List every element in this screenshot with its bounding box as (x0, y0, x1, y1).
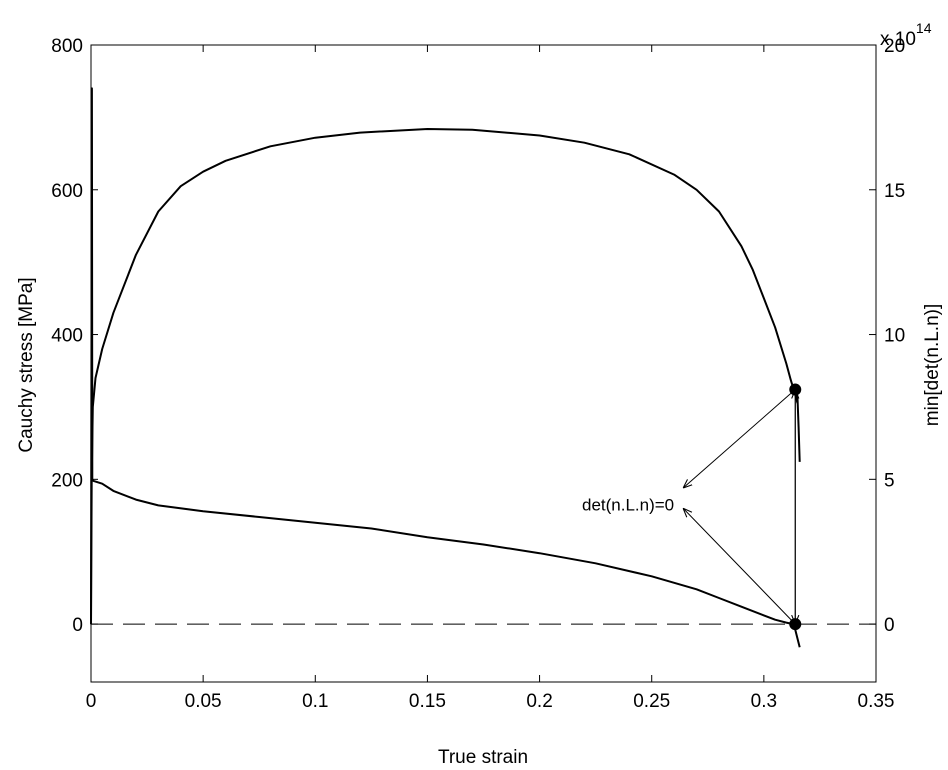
x-tick-label: 0.1 (302, 691, 328, 712)
series-line-1 (90, 128, 799, 625)
x-tick-label: 0 (86, 691, 97, 712)
x-tick-label: 0.3 (751, 691, 777, 712)
annotation-label-1: det(n.L.n)=0 (582, 496, 674, 515)
annotation-arrow-1 (683, 389, 796, 488)
annotation-arrow-2 (683, 508, 796, 625)
y-tick-label: 0 (72, 615, 83, 636)
series-line-2 (90, 87, 801, 648)
point-marker-1 (789, 383, 802, 396)
y-tick-label: 200 (51, 470, 83, 491)
x-tick-label: 0.35 (858, 691, 895, 712)
y-right-tick-label: 20 (884, 36, 905, 57)
x-tick-label: 0.15 (409, 691, 446, 712)
y-tick-label: 800 (51, 36, 83, 57)
x-tick-label: 0.2 (526, 691, 552, 712)
x-axis-title: True strain (438, 747, 528, 768)
y-tick-label: 400 (51, 326, 83, 347)
axis-ticks: 0 0.05 0.1 0.15 0.2 0.25 0.3 0.35 0 200 400 600 800 0… (51, 36, 905, 712)
y-right-multiplier: x 1014 (880, 20, 932, 50)
y-right-tick-label: 0 (884, 615, 895, 636)
y-right-tick-label: 10 (884, 326, 905, 347)
y-right-axis-title: min[det(n.L.n)] (922, 304, 943, 427)
y-tick-label: 600 (51, 181, 83, 202)
data-marks: det(n.L.n)=0 (90, 87, 876, 648)
y-right-tick-label: 5 (884, 470, 895, 491)
plot-area (90, 44, 877, 683)
multiplier-base: x 10 (880, 29, 916, 50)
y-right-tick-label: 15 (884, 181, 905, 202)
x-tick-label: 0.05 (185, 691, 222, 712)
x-tick-label: 0.25 (633, 691, 670, 712)
y-axis-title: Cauchy stress [MPa] (16, 277, 37, 452)
multiplier-exponent: 14 (916, 20, 932, 36)
point-marker-2 (789, 618, 802, 631)
